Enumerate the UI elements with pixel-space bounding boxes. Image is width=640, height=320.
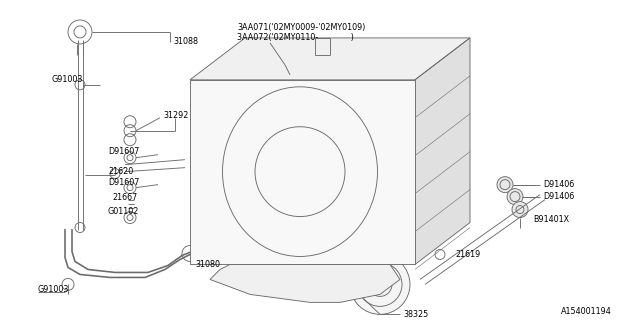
Text: 3AA072('02MY0110-             ): 3AA072('02MY0110- ): [237, 33, 354, 43]
Text: 31292: 31292: [163, 111, 188, 120]
Polygon shape: [190, 80, 415, 264]
Text: G91003: G91003: [52, 75, 83, 84]
Text: 31088: 31088: [173, 37, 198, 46]
Text: D91406: D91406: [543, 180, 574, 189]
Text: D91406: D91406: [543, 192, 574, 201]
Polygon shape: [210, 264, 400, 302]
Circle shape: [507, 188, 523, 204]
Circle shape: [350, 254, 410, 314]
Text: D91607: D91607: [108, 178, 140, 187]
Text: 21619: 21619: [455, 250, 480, 259]
Circle shape: [497, 177, 513, 193]
Text: 21667: 21667: [112, 193, 137, 202]
Text: D91607: D91607: [108, 147, 140, 156]
Text: B91401X: B91401X: [533, 215, 569, 224]
Text: 21620: 21620: [108, 167, 133, 176]
Text: A154001194: A154001194: [561, 307, 612, 316]
Polygon shape: [190, 38, 470, 80]
Circle shape: [512, 202, 528, 218]
Text: 31080: 31080: [195, 260, 220, 269]
Text: G91003: G91003: [38, 285, 69, 294]
Text: 38325: 38325: [403, 310, 428, 319]
Text: G01102: G01102: [107, 207, 138, 216]
Polygon shape: [415, 38, 470, 264]
Text: 3AA071('02MY0009-'02MY0109): 3AA071('02MY0009-'02MY0109): [237, 23, 365, 32]
